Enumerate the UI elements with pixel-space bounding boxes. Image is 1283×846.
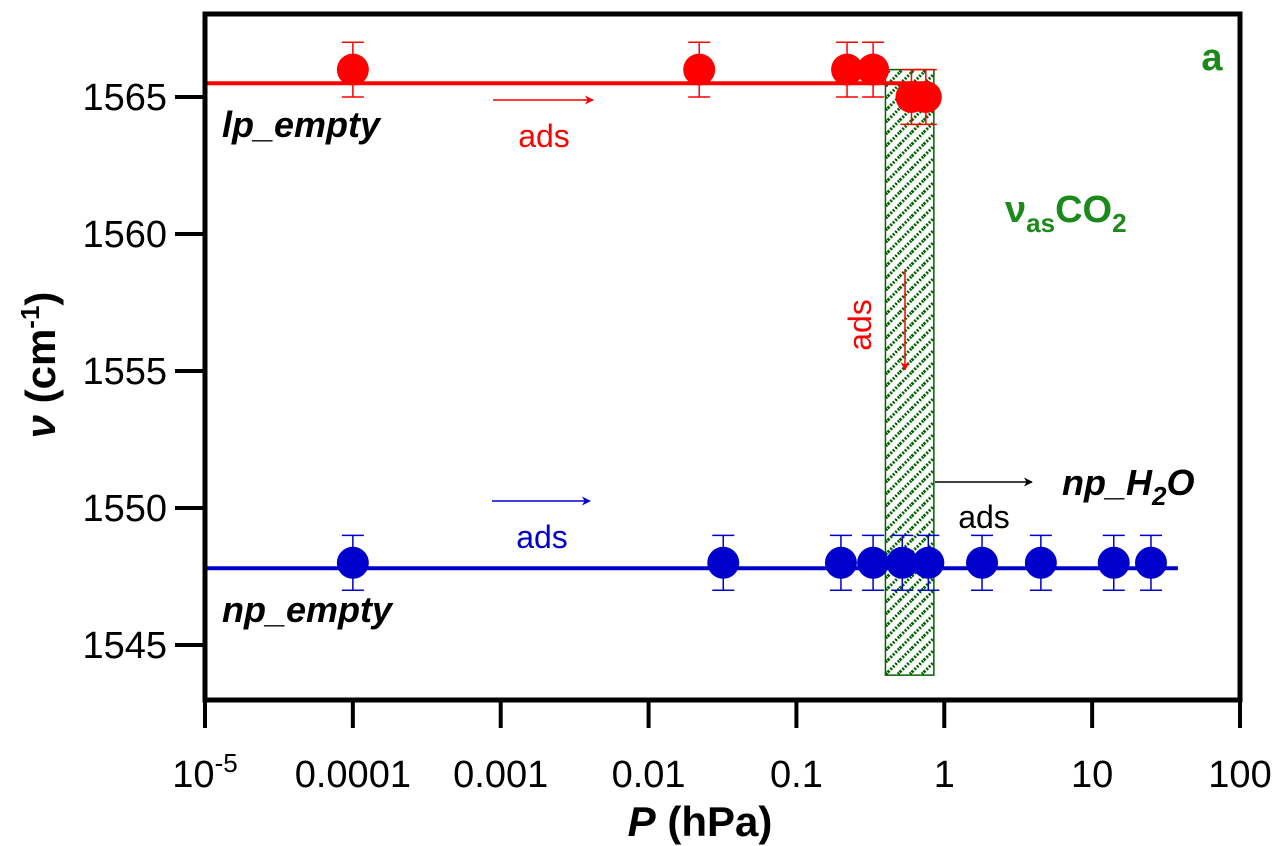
ads-label-red-vertical: ads	[842, 299, 878, 351]
data-point	[336, 41, 369, 98]
data-point	[857, 534, 890, 591]
marker	[707, 546, 740, 579]
axis-ticks: 10-5 0.0001 0.001 0.01 0.1 1 10 100 1545 1550 1555…	[82, 77, 1271, 796]
band-label: νasCO2	[1005, 189, 1127, 238]
marker	[857, 546, 890, 579]
x-tick-label: 10	[1071, 754, 1113, 796]
marker	[824, 546, 857, 579]
plot-frame	[202, 11, 1243, 703]
marker	[1024, 546, 1057, 579]
y-tick-label: 1565	[82, 77, 167, 119]
data-point	[1097, 534, 1130, 591]
data-point	[1134, 534, 1167, 591]
ads-label-blue: ads	[516, 519, 568, 555]
marker	[886, 546, 919, 579]
data-point	[1024, 534, 1057, 591]
data-point	[707, 534, 740, 591]
marker	[966, 546, 999, 579]
marker	[1134, 546, 1167, 579]
y-tick-label: 1545	[82, 625, 167, 667]
data-points	[336, 41, 1167, 591]
marker	[336, 546, 369, 579]
y-axis-title: ν (cm-1)	[15, 292, 64, 439]
data-point	[336, 534, 369, 591]
marker	[912, 546, 945, 579]
marker	[1097, 546, 1130, 579]
data-point	[966, 534, 999, 591]
data-point	[824, 534, 857, 591]
marker	[336, 53, 369, 86]
x-tick-label: 100	[1208, 754, 1271, 796]
y-tick-label: 1550	[82, 488, 167, 530]
marker	[857, 53, 890, 86]
x-tick-label: 1	[934, 754, 955, 796]
marker	[683, 53, 716, 86]
ads-label-red: ads	[518, 118, 570, 154]
x-tick-label: 0.0001	[295, 754, 411, 796]
data-point	[831, 41, 864, 98]
marker	[909, 81, 942, 113]
y-tick-label: 1555	[82, 351, 167, 393]
label-np-empty: np_empty	[222, 589, 394, 630]
data-point	[857, 41, 890, 98]
x-tick-label: 0.01	[612, 754, 686, 796]
panel-letter: a	[1201, 37, 1223, 79]
data-point	[912, 534, 945, 591]
x-tick-label: 0.001	[453, 754, 548, 796]
ads-label-black: ads	[958, 499, 1010, 535]
x-tick-label: 0.1	[770, 754, 823, 796]
marker	[831, 53, 864, 86]
x-axis-title: P (hPa)	[628, 798, 773, 845]
data-point	[886, 534, 919, 591]
data-point	[683, 41, 716, 98]
y-tick-label: 1560	[82, 214, 167, 256]
x-tick-label: 10-5	[172, 748, 237, 796]
transition-band	[884, 68, 935, 676]
label-lp-empty: lp_empty	[222, 104, 382, 145]
data-point	[909, 68, 942, 126]
label-np-h2o: np_H2O	[1062, 462, 1194, 511]
